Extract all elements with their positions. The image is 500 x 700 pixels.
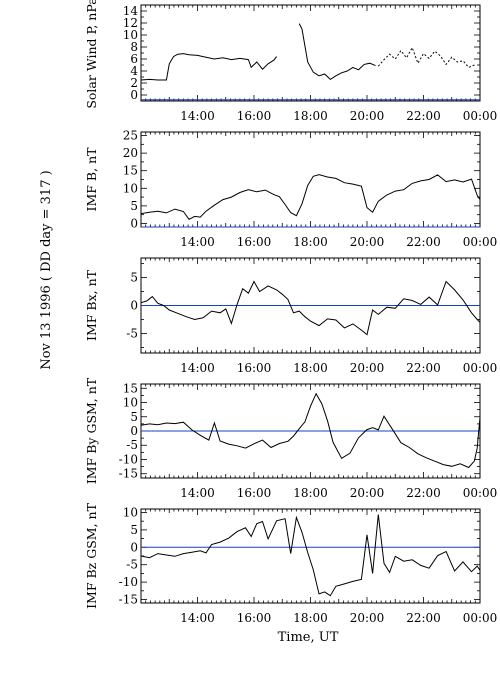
data-trace	[140, 280, 481, 336]
x-tick-label: 20:00	[350, 235, 385, 249]
y-tick-label: 5	[130, 199, 138, 213]
y-tick-label: 0	[130, 88, 138, 102]
x-tick-label: 20:00	[350, 109, 385, 123]
y-tick-label: 12	[123, 16, 138, 30]
figure-side-label: Nov 13 1996 ( DD day = 317 )	[39, 170, 54, 369]
data-trace	[140, 174, 481, 220]
x-tick-label: 14:00	[180, 611, 215, 625]
y-tick-label: 2	[130, 76, 138, 90]
x-tick-label: 16:00	[237, 235, 272, 249]
y-tick-label: 5	[130, 271, 138, 285]
y-tick-label: 10	[123, 505, 138, 519]
x-tick-label: 00:00	[463, 235, 498, 249]
x-tick-label: 16:00	[237, 109, 272, 123]
x-tick-label: 18:00	[293, 361, 328, 375]
x-tick-label: 22:00	[406, 109, 441, 123]
y-tick-label: 0	[130, 540, 138, 554]
y-axis-label: IMF B, nT	[84, 147, 99, 212]
plot-frame	[140, 508, 481, 604]
y-tick-label: -5	[126, 326, 138, 340]
y-tick-label: 15	[123, 381, 138, 395]
x-tick-label: 14:00	[180, 109, 215, 123]
panel-3: 14:00 16:00 18:00 20:00 22:00 00:00 -5 0 5 IMF Bx…	[84, 257, 498, 375]
x-tick-label: 14:00	[180, 235, 215, 249]
x-tick-label: 20:00	[350, 486, 385, 500]
y-tick-label: -5	[126, 438, 138, 452]
y-tick-label: 0	[130, 424, 138, 438]
y-tick-label: 20	[123, 146, 138, 160]
y-tick-label: 10	[123, 181, 138, 195]
x-tick-label: 14:00	[180, 486, 215, 500]
y-tick-label: 0	[130, 216, 138, 230]
y-tick-label: 5	[130, 410, 138, 424]
y-tick-label: -10	[119, 575, 138, 589]
x-tick-label: 20:00	[350, 361, 385, 375]
x-tick-label: 18:00	[293, 109, 328, 123]
data-trace	[377, 46, 475, 69]
x-tick-label: 22:00	[406, 486, 441, 500]
data-trace	[140, 53, 277, 81]
y-tick-label: -10	[119, 452, 138, 466]
y-tick-label: 0	[130, 299, 138, 313]
x-tick-label: 00:00	[463, 109, 498, 123]
y-tick-label: -15	[119, 593, 138, 607]
panel-2: 14:00 16:00 18:00 20:00 22:00 00:00 0 5 10 15 20 25…	[84, 129, 497, 249]
y-tick-label: -5	[126, 558, 138, 572]
y-axis-label: IMF Bz GSM, nT	[84, 502, 99, 608]
panel-1: 14:00 16:00 18:00 20:00 22:00 00:00 0246810121…	[84, 0, 497, 123]
x-tick-label: 18:00	[293, 611, 328, 625]
y-tick-label: 15	[123, 164, 138, 178]
y-tick-label: 10	[123, 396, 138, 410]
x-tick-label: 16:00	[237, 361, 272, 375]
plot-frame	[140, 4, 481, 102]
x-tick-label: 22:00	[406, 361, 441, 375]
x-tick-label: 14:00	[180, 361, 215, 375]
panel-4: 14:00 16:00 18:00 20:00 22:00 00:00 -15-10-505…	[84, 377, 497, 500]
x-tick-label: 00:00	[463, 611, 498, 625]
data-trace	[298, 23, 376, 81]
y-tick-label: 6	[130, 52, 138, 66]
panel-5: 14:00 16:00 18:00 20:00 22:00 00:00 -15 -10 -5 0 5…	[84, 502, 497, 625]
panels-group: 14:00 16:00 18:00 20:00 22:00 00:000246810121…	[84, 0, 497, 625]
y-tick-label: 10	[123, 28, 138, 42]
y-tick-label: 4	[130, 64, 138, 78]
y-axis-label: IMF Bx, nT	[84, 269, 99, 341]
y-tick-label: 5	[130, 523, 138, 537]
x-tick-label: 00:00	[463, 486, 498, 500]
y-tick-label: 14	[123, 4, 139, 18]
x-tick-label: 16:00	[237, 486, 272, 500]
x-tick-label: 16:00	[237, 611, 272, 625]
x-tick-label: 22:00	[406, 235, 441, 249]
x-tick-label: 22:00	[406, 611, 441, 625]
y-tick-label: -15	[119, 467, 138, 481]
y-axis-label: Solar Wind P, nPa	[84, 0, 99, 109]
x-tick-label: 00:00	[463, 361, 498, 375]
x-tick-label: 18:00	[293, 486, 328, 500]
x-tick-label: 18:00	[293, 235, 328, 249]
data-trace	[140, 514, 481, 597]
y-tick-label: 25	[123, 129, 138, 143]
x-tick-label: 20:00	[350, 611, 385, 625]
y-tick-label: 8	[130, 40, 138, 54]
x-axis-label: Time, UT	[278, 630, 339, 645]
y-axis-label: IMF By GSM, nT	[84, 377, 99, 484]
data-trace	[140, 392, 481, 469]
